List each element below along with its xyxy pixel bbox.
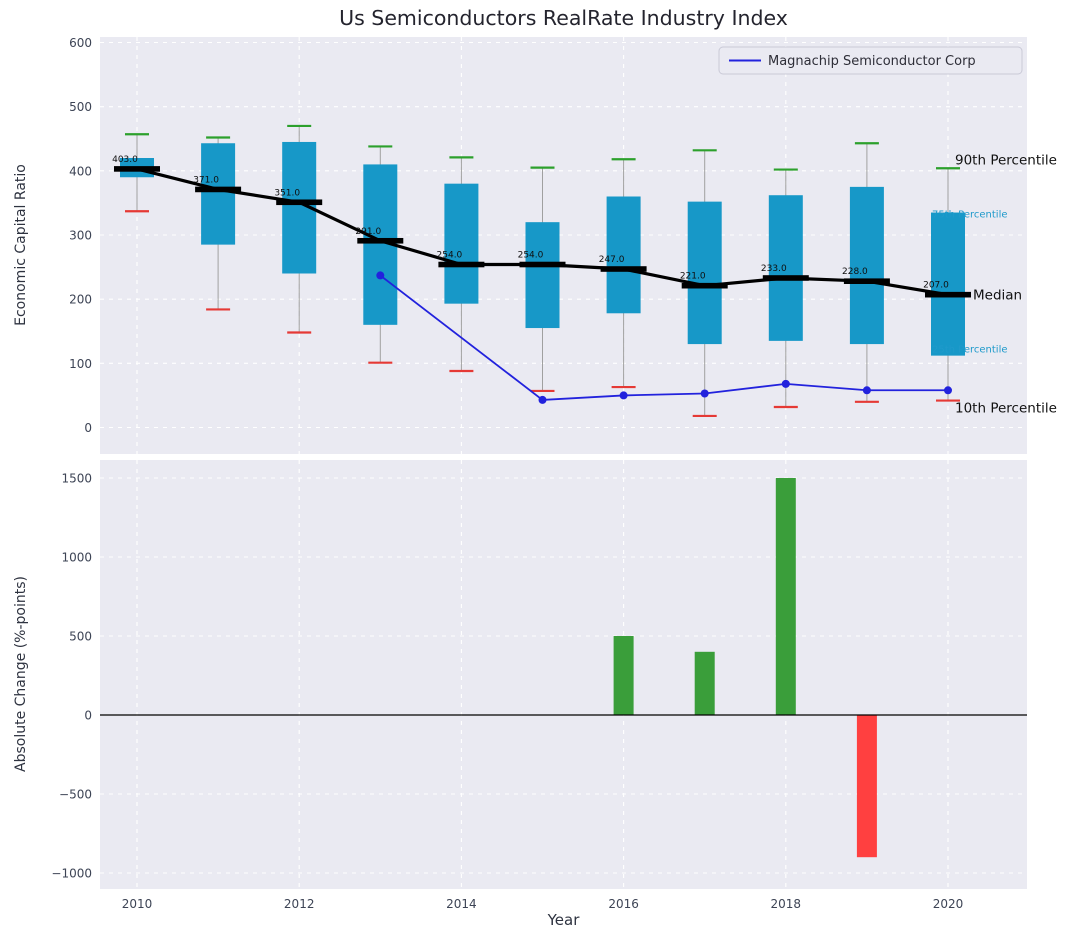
box-2018 <box>768 195 803 341</box>
bottom-y-axis-label: Absolute Change (%-points) <box>13 576 29 772</box>
company-marker-2016 <box>619 391 628 400</box>
company-marker-2020 <box>944 386 952 395</box>
company-marker-2019 <box>862 386 871 395</box>
median-marker-2014 <box>438 261 485 268</box>
bottom-y-tick-label: 0 <box>84 709 92 723</box>
median-marker-2016 <box>600 266 647 272</box>
bar-2019 <box>856 715 877 858</box>
median-value-label-2014: 254.0 <box>437 251 463 261</box>
top-y-tick-label: 0 <box>84 421 92 435</box>
x-tick-label: 2014 <box>446 897 477 911</box>
annotation-p90: 90th Percentile <box>955 152 1057 168</box>
box-2016 <box>606 196 641 314</box>
box-2014 <box>444 183 479 304</box>
median-marker-2018 <box>762 275 809 281</box>
median-marker-2017 <box>681 282 728 289</box>
bar-2017 <box>694 651 715 715</box>
legend-box <box>718 46 1023 75</box>
box-2011 <box>201 143 236 245</box>
median-marker-2010 <box>114 166 160 172</box>
bottom-y-tick-label: 1000 <box>61 551 92 565</box>
annotation-p25: 25th Percentile <box>932 345 1008 356</box>
top-y-tick-label: 500 <box>69 100 92 114</box>
median-marker-2019 <box>843 278 890 284</box>
annotation-p75: 75th Percentile <box>932 210 1008 221</box>
x-tick-label: 2016 <box>608 897 639 911</box>
median-value-label-2013: 291.0 <box>355 227 381 237</box>
box-2020 <box>931 212 965 356</box>
median-value-label-2017: 221.0 <box>680 272 706 282</box>
legend-label: Magnachip Semiconductor Corp <box>768 54 976 69</box>
median-marker-2013 <box>357 237 404 244</box>
median-value-label-2020: 207.0 <box>923 281 949 291</box>
bottom-panel-background <box>100 460 1027 889</box>
company-marker-2017 <box>700 389 709 398</box>
x-tick-label: 2018 <box>771 897 802 911</box>
bottom-y-tick-label: 500 <box>69 630 92 644</box>
chart-title: Us Semiconductors RealRate Industry Inde… <box>339 6 788 30</box>
bottom-y-tick-label: −1000 <box>51 867 92 881</box>
top-panel-background <box>100 37 1027 454</box>
bottom-y-tick-label: −500 <box>59 788 92 802</box>
x-tick-label: 2020 <box>933 897 964 911</box>
annotation-median: Median <box>973 288 1022 304</box>
company-marker-2015 <box>538 395 547 404</box>
median-value-label-2015: 254.0 <box>518 251 544 261</box>
company-marker-2013 <box>376 271 385 280</box>
bar-2016 <box>613 636 634 715</box>
top-y-tick-label: 400 <box>69 164 92 178</box>
median-value-label-2019: 228.0 <box>842 267 868 277</box>
median-marker-2015 <box>519 261 566 268</box>
median-marker-2011 <box>195 186 242 193</box>
x-tick-label: 2012 <box>284 897 315 911</box>
annotation-p10: 10th Percentile <box>955 401 1057 417</box>
bottom-y-tick-label: 1500 <box>61 472 92 486</box>
median-marker-2012 <box>276 199 323 206</box>
median-value-label-2012: 351.0 <box>274 188 300 198</box>
top-y-axis-label: Economic Capital Ratio <box>13 164 29 326</box>
median-value-label-2018: 233.0 <box>761 264 787 274</box>
median-value-label-2016: 247.0 <box>599 255 625 265</box>
bar-2018 <box>775 478 796 715</box>
top-y-tick-label: 300 <box>69 229 92 243</box>
median-value-label-2011: 371.0 <box>193 175 219 185</box>
median-value-label-2010: 403.0 <box>112 155 138 165</box>
median-marker-2020 <box>925 291 971 298</box>
x-axis-label: Year <box>547 911 580 929</box>
top-y-tick-label: 200 <box>69 293 92 307</box>
box-2017 <box>687 201 722 345</box>
company-marker-2018 <box>781 379 790 388</box>
box-2015 <box>525 222 560 329</box>
x-tick-label: 2010 <box>122 897 153 911</box>
top-y-tick-label: 600 <box>69 36 92 50</box>
top-y-tick-label: 100 <box>69 357 92 371</box>
box-2019 <box>849 186 884 345</box>
